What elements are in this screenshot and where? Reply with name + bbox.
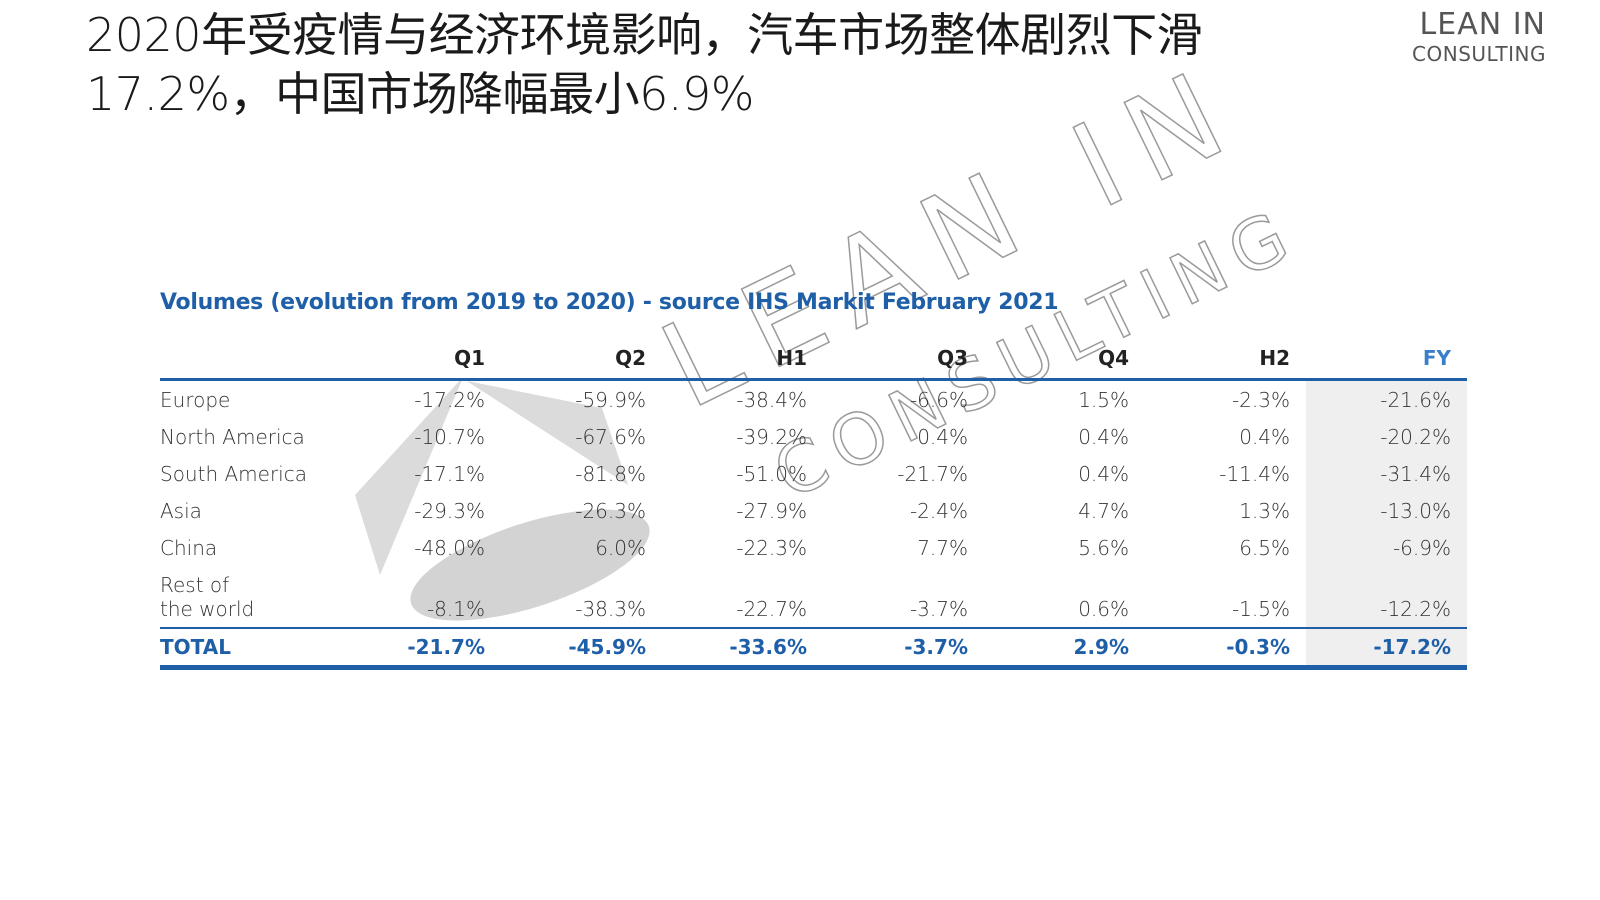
total-cell-fy: -17.2% — [1306, 627, 1467, 670]
table-cell: 1.3% — [1239, 498, 1290, 523]
table-cell-fy: -20.2% — [1306, 418, 1467, 455]
table-cell: 1.5% — [1078, 387, 1129, 412]
row-label: Asia — [160, 498, 202, 523]
table-cell: -17.2% — [414, 387, 485, 412]
table-cell: -8.1% — [426, 597, 485, 621]
column-header-fy: FY — [1306, 340, 1467, 381]
table-cell: -11.4% — [1219, 461, 1290, 486]
logo-text-line2: CONSULTING — [1412, 42, 1546, 66]
table-cell: 5.6% — [1078, 535, 1129, 560]
column-header-h1: H1 — [662, 340, 823, 381]
column-header-region — [160, 340, 340, 381]
table-cell: -21.7% — [897, 461, 968, 486]
table-cell-fy: -12.2% — [1306, 566, 1467, 628]
row-label-line1: Rest of — [160, 573, 230, 597]
column-header-q1: Q1 — [340, 340, 501, 381]
row-label: Europe — [160, 387, 231, 412]
table-header-row: Q1 Q2 H1 Q3 Q4 H2 FY — [160, 340, 1467, 381]
table-cell: -26.3% — [575, 498, 646, 523]
table-cell: 4.7% — [1078, 498, 1129, 523]
table-cell: -38.3% — [575, 597, 646, 621]
table-cell: -51.0% — [736, 461, 807, 486]
table-cell: 0.4% — [917, 424, 968, 449]
table-cell: -22.3% — [736, 535, 807, 560]
table-cell: 0.4% — [1239, 424, 1290, 449]
slide-title-line1: 2020年受疫情与经济环境影响，汽车市场整体剧烈下滑 — [86, 8, 1203, 62]
table-row-rest-of-world: Rest of the world -8.1% -38.3% -22.7% -3… — [160, 566, 1467, 628]
column-header-q3: Q3 — [823, 340, 984, 381]
column-header-h2: H2 — [1145, 340, 1306, 381]
table-row-total: TOTAL -21.7% -45.9% -33.6% -3.7% 2.9% -0… — [160, 627, 1467, 670]
table-row-europe: Europe -17.2% -59.9% -38.4% -6.6% 1.5% -… — [160, 379, 1467, 418]
total-cell: -45.9% — [501, 627, 662, 670]
table-cell: -1.5% — [1231, 597, 1290, 621]
table-cell-fy: -31.4% — [1306, 455, 1467, 492]
slide-title: 2020年受疫情与经济环境影响，汽车市场整体剧烈下滑 17.2%，中国市场降幅最… — [86, 6, 1376, 124]
row-label-line2: the world — [160, 597, 255, 621]
total-cell: 2.9% — [984, 627, 1145, 670]
table-row-north-america: North America -10.7% -67.6% -39.2% 0.4% … — [160, 418, 1467, 455]
row-label: Rest of the world — [160, 566, 340, 628]
table-cell: 0.4% — [1078, 424, 1129, 449]
table-cell: -17.1% — [414, 461, 485, 486]
table-cell: -48.0% — [414, 535, 485, 560]
table-cell: -10.7% — [414, 424, 485, 449]
table-cell-fy: -6.9% — [1306, 529, 1467, 566]
table-cell-fy: -13.0% — [1306, 492, 1467, 529]
table-cell: -2.3% — [1231, 387, 1290, 412]
table-cell: -38.4% — [736, 387, 807, 412]
column-header-q4: Q4 — [984, 340, 1145, 381]
table-heading: Volumes (evolution from 2019 to 2020) - … — [160, 290, 1059, 315]
table-cell: -3.7% — [909, 597, 968, 621]
table-cell: 7.7% — [917, 535, 968, 560]
table-row-china: China -48.0% 6.0% -22.3% 7.7% 5.6% 6.5% … — [160, 529, 1467, 566]
total-cell: -3.7% — [823, 627, 984, 670]
table-row-south-america: South America -17.1% -81.8% -51.0% -21.7… — [160, 455, 1467, 492]
table-cell: -81.8% — [575, 461, 646, 486]
column-header-q2: Q2 — [501, 340, 662, 381]
logo-text-line1: LEAN IN — [1419, 7, 1546, 42]
table-cell: -67.6% — [575, 424, 646, 449]
table-row-asia: Asia -29.3% -26.3% -27.9% -2.4% 4.7% 1.3… — [160, 492, 1467, 529]
total-cell: -33.6% — [662, 627, 823, 670]
table-cell: 0.6% — [1078, 597, 1129, 621]
row-label: North America — [160, 424, 305, 449]
table-cell: -59.9% — [575, 387, 646, 412]
total-cell: -0.3% — [1145, 627, 1306, 670]
company-logo: LEAN IN CONSULTING — [1412, 7, 1546, 66]
table-cell: -22.7% — [736, 597, 807, 621]
table-cell: 6.5% — [1239, 535, 1290, 560]
slide-title-line2: 17.2%，中国市场降幅最小6.9% — [86, 67, 755, 121]
table-cell: 6.0% — [595, 535, 646, 560]
table-cell: -27.9% — [736, 498, 807, 523]
total-cell: -21.7% — [340, 627, 501, 670]
table-cell: -29.3% — [414, 498, 485, 523]
table-cell: -6.6% — [909, 387, 968, 412]
row-label: South America — [160, 461, 307, 486]
volumes-table: Q1 Q2 H1 Q3 Q4 H2 FY Europe -17.2% -59.9… — [160, 340, 1467, 670]
table-cell: 0.4% — [1078, 461, 1129, 486]
row-label: China — [160, 535, 218, 560]
row-label-total: TOTAL — [160, 627, 340, 670]
table-cell: -39.2% — [736, 424, 807, 449]
table-cell: -2.4% — [909, 498, 968, 523]
table-cell-fy: -21.6% — [1306, 379, 1467, 418]
